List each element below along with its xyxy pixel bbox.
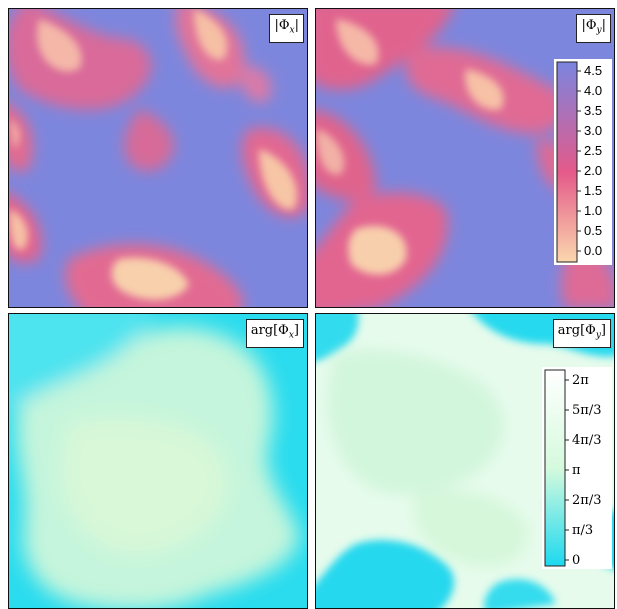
phase-y-panel: arg[Φy] 2π 5π/3 4π/3 π 2π/3 π/3 [315, 313, 615, 609]
magnitude-tick: 3.0 [584, 123, 603, 138]
phase-tick: π/3 [572, 523, 594, 538]
phase-tick: 0 [572, 553, 581, 568]
phase-tick: 4π/3 [572, 433, 602, 448]
magnitude-tick: 2.5 [584, 143, 603, 158]
panel-label-phase-y: arg[Φy] [552, 319, 611, 348]
panel-label-phase-x: arg[Φx] [245, 319, 304, 348]
magnitude-tick: 0.0 [584, 243, 603, 258]
magnitude-colorbar-gradient [556, 61, 581, 263]
phase-x-field [9, 314, 307, 608]
magnitude-x-field [9, 9, 307, 307]
magnitude-tick: 4.5 [584, 63, 603, 78]
phase-tick: 5π/3 [572, 403, 602, 418]
magnitude-tick: 4.0 [584, 83, 603, 98]
magnitude-tick: 2.0 [584, 163, 603, 178]
panel-label-magnitude-y: |Φy| [576, 14, 611, 43]
magnitude-tick: 3.5 [584, 103, 603, 118]
phase-tick: 2π [572, 373, 589, 388]
magnitude-x-panel: |Φx| [8, 8, 308, 308]
phase-colorbar: 2π 5π/3 4π/3 π 2π/3 π/3 0 [542, 367, 612, 569]
magnitude-y-panel: |Φy| 4.5 4.0 3.5 3.0 2.5 2 [315, 8, 615, 308]
phase-x-panel: arg[Φx] [8, 313, 308, 609]
magnitude-tick: 1.5 [584, 183, 603, 198]
phase-tick: π [572, 463, 581, 478]
phase-tick: 2π/3 [572, 493, 602, 508]
magnitude-tick: 1.0 [584, 203, 603, 218]
magnitude-colorbar: 4.5 4.0 3.5 3.0 2.5 2.0 1.5 1.0 0.5 0.0 [554, 59, 612, 265]
magnitude-tick: 0.5 [584, 223, 603, 238]
panel-label-magnitude-x: |Φx| [269, 14, 304, 43]
phase-colorbar-gradient [544, 369, 569, 567]
